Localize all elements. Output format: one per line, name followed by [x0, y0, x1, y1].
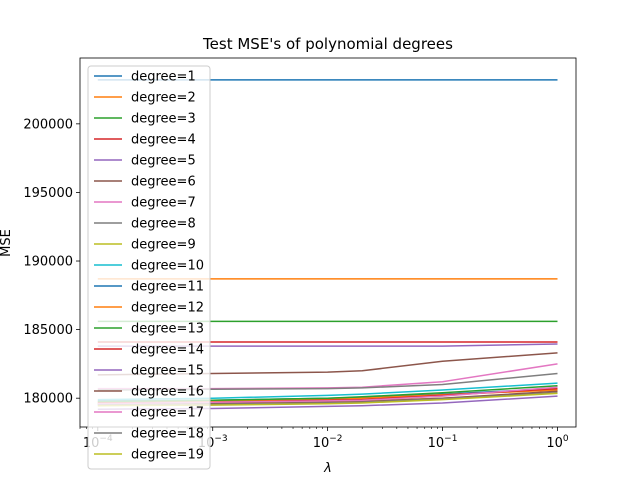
legend-label-4: degree=4: [131, 133, 196, 148]
x-tick-label-4: 10−1: [428, 434, 458, 451]
y-tick-label-3: 190000: [23, 255, 73, 270]
legend-label-18: degree=18: [131, 427, 204, 442]
legend-label-11: degree=11: [131, 280, 204, 295]
legend: degree=1 degree=2 degree=3 degree=4 degree=5…: [87, 65, 211, 470]
legend-label-1: degree=1: [131, 70, 196, 85]
legend-label-13: degree=13: [131, 322, 204, 337]
y-tick-label-2: 185000: [23, 323, 73, 338]
legend-label-3: degree=3: [131, 112, 196, 127]
legend-label-14: degree=14: [131, 343, 204, 358]
chart-title: Test MSE's of polynomial degrees: [202, 35, 453, 53]
x-tick-label-5: 100: [546, 434, 569, 451]
y-tick-label-5: 200000: [23, 117, 73, 132]
legend-label-19: degree=19: [131, 448, 204, 463]
legend-label-7: degree=7: [131, 196, 196, 211]
legend-label-2: degree=2: [131, 91, 196, 106]
legend-label-15: degree=15: [131, 364, 204, 379]
x-tick-label-3: 10−2: [313, 434, 343, 451]
y-axis-title: MSE: [0, 229, 14, 257]
legend-label-16: degree=16: [131, 385, 204, 400]
x-axis-title: λ: [323, 461, 332, 476]
y-tick-label-4: 195000: [23, 186, 73, 201]
legend-label-9: degree=9: [131, 238, 196, 253]
legend-label-8: degree=8: [131, 217, 196, 232]
legend-label-12: degree=12: [131, 301, 204, 316]
legend-label-17: degree=17: [131, 406, 204, 421]
legend-box: [87, 65, 211, 470]
y-tick-label-1: 180000: [23, 392, 73, 407]
legend-label-5: degree=5: [131, 154, 196, 169]
legend-label-10: degree=10: [131, 259, 204, 274]
legend-label-6: degree=6: [131, 175, 196, 190]
